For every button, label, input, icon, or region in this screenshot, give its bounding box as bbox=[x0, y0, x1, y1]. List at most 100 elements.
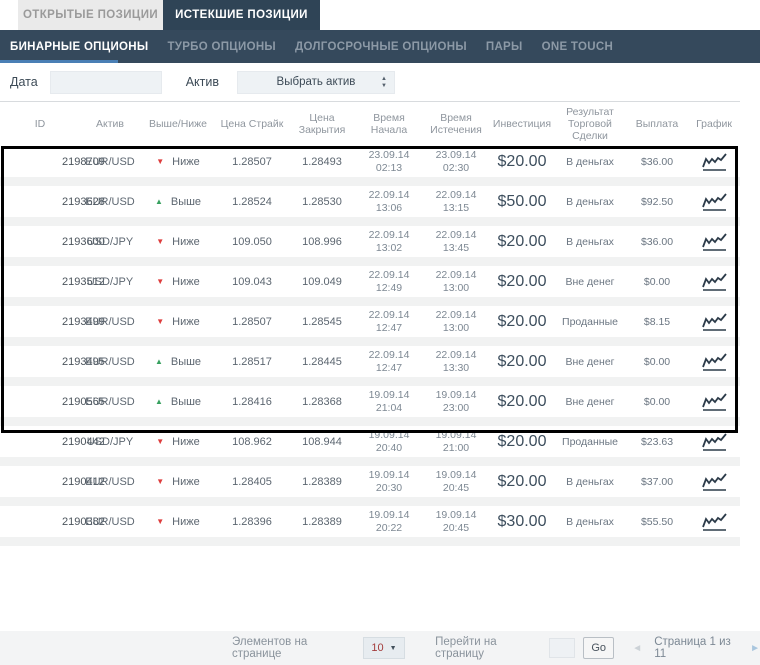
cell-start-time: 19.09.14 20:22 bbox=[356, 509, 422, 535]
cell-id: 2190442 bbox=[62, 435, 105, 448]
cell-direction: ▲ Выше bbox=[140, 196, 216, 208]
direction-icon: ▼ bbox=[156, 436, 165, 446]
next-page-icon[interactable]: ► bbox=[750, 642, 760, 654]
cell-payout: $23.63 bbox=[640, 435, 674, 448]
go-button[interactable]: Go bbox=[583, 637, 615, 659]
direction-label: Выше bbox=[170, 395, 202, 408]
table-row: 2198709 EUR/USD ▼ Ниже 1.28507 1.28493 2… bbox=[0, 146, 740, 186]
nav-item-binary-options[interactable]: БИНАРНЫЕ ОПЦИОНЫ bbox=[10, 40, 149, 53]
table-row: 2193600 USD/JPY ▼ Ниже 109.050 108.996 2… bbox=[0, 226, 740, 266]
cell-start-time: 19.09.14 20:30 bbox=[356, 469, 422, 495]
cell-strike: 109.043 bbox=[232, 275, 272, 288]
cell-close: 1.28445 bbox=[302, 355, 342, 368]
expiry-time: 13:00 bbox=[442, 321, 470, 334]
cell-investment: $30.00 bbox=[497, 512, 547, 530]
expiry-date: 22.09.14 bbox=[435, 188, 477, 201]
cell-asset: EUR/USD bbox=[85, 355, 135, 368]
cell-result: В деньгах bbox=[566, 515, 614, 528]
cell-expiry-time: 19.09.14 21:00 bbox=[422, 429, 490, 455]
table-row: 2190442 USD/JPY ▼ Ниже 108.962 108.944 1… bbox=[0, 426, 740, 466]
cell-chart bbox=[688, 152, 740, 171]
chart-icon[interactable] bbox=[701, 512, 728, 531]
cell-start-time: 22.09.14 13:02 bbox=[356, 229, 422, 255]
start-time: 12:49 bbox=[375, 281, 403, 294]
start-time: 20:22 bbox=[375, 521, 403, 534]
chart-icon[interactable] bbox=[701, 312, 728, 331]
cell-investment: $20.00 bbox=[497, 312, 547, 330]
chart-icon[interactable] bbox=[701, 432, 728, 451]
chart-icon[interactable] bbox=[701, 472, 728, 491]
cell-asset: EUR/USD bbox=[85, 395, 135, 408]
direction-label: Ниже bbox=[172, 275, 200, 288]
page-size-select[interactable]: 10 ▼ bbox=[362, 637, 406, 659]
cell-chart bbox=[688, 232, 740, 251]
cell-chart bbox=[688, 392, 740, 411]
cell-payout: $55.50 bbox=[640, 515, 674, 528]
table-row: 2193499 EUR/USD ▼ Ниже 1.28507 1.28545 2… bbox=[0, 306, 740, 346]
col-header-result: Результат Торговой Сделки bbox=[566, 106, 614, 142]
cell-close: 1.28368 bbox=[302, 395, 342, 408]
table-header: ID Актив Выше/Ниже Цена Страйк Цена Закр… bbox=[0, 101, 740, 146]
cell-strike: 1.28517 bbox=[232, 355, 272, 368]
expiry-time: 21:00 bbox=[442, 441, 470, 454]
filter-bar: Дата Актив Выбрать актив ▲ ▼ bbox=[0, 63, 760, 101]
direction-label: Ниже bbox=[172, 475, 200, 488]
expiry-time: 23:00 bbox=[442, 401, 470, 414]
goto-page-label: Перейти на страницу bbox=[435, 636, 497, 660]
cell-chart bbox=[688, 192, 740, 211]
start-date: 22.09.14 bbox=[368, 188, 410, 201]
table-row: 2190412 EUR/USD ▼ Ниже 1.28405 1.28389 1… bbox=[0, 466, 740, 506]
direction-icon: ▲ bbox=[154, 356, 163, 366]
cell-result: Проданные bbox=[562, 315, 618, 328]
expiry-date: 19.09.14 bbox=[435, 388, 477, 401]
cell-expiry-time: 22.09.14 13:30 bbox=[422, 349, 490, 375]
cell-asset: EUR/USD bbox=[85, 315, 135, 328]
chart-icon[interactable] bbox=[701, 192, 728, 211]
cell-payout: $8.15 bbox=[643, 315, 671, 328]
direction-label: Ниже bbox=[172, 235, 200, 248]
start-date: 19.09.14 bbox=[368, 468, 410, 481]
tab-bar: ОТКРЫТЫЕ ПОЗИЦИИ ИСТЕКШИЕ ПОЗИЦИИ bbox=[0, 0, 760, 30]
cell-result: Вне денег bbox=[565, 275, 615, 288]
goto-page-input[interactable] bbox=[549, 638, 576, 658]
active-nav-underline bbox=[0, 60, 118, 63]
nav-item-turbo-options[interactable]: ТУРБО ОПЦИОНЫ bbox=[167, 40, 276, 53]
sort-up-icon: ▲ bbox=[381, 75, 387, 82]
nav-item-pairs[interactable]: ПАРЫ bbox=[485, 40, 523, 53]
prev-page-icon[interactable]: ◄ bbox=[632, 642, 643, 654]
asset-filter-select[interactable]: Выбрать актив ▲ ▼ bbox=[236, 70, 395, 94]
cell-investment: $20.00 bbox=[497, 152, 547, 170]
tab-open-positions[interactable]: ОТКРЫТЫЕ ПОЗИЦИИ bbox=[18, 0, 163, 30]
direction-icon: ▼ bbox=[156, 276, 165, 286]
cell-close: 108.944 bbox=[302, 435, 342, 448]
col-header-expiry-time: Время Истечения bbox=[430, 112, 482, 136]
col-header-direction: Выше/Ниже bbox=[148, 118, 208, 130]
chart-icon[interactable] bbox=[701, 392, 728, 411]
cell-expiry-time: 22.09.14 13:00 bbox=[422, 269, 490, 295]
chart-icon[interactable] bbox=[701, 232, 728, 251]
cell-start-time: 19.09.14 21:04 bbox=[356, 389, 422, 415]
start-date: 19.09.14 bbox=[368, 508, 410, 521]
date-filter-input[interactable] bbox=[49, 70, 162, 94]
chart-icon[interactable] bbox=[701, 272, 728, 291]
page-indicator: Страница 1 из 11 bbox=[654, 636, 731, 660]
direction-label: Ниже bbox=[172, 435, 200, 448]
cell-asset: USD/JPY bbox=[86, 435, 134, 448]
cell-close: 1.28493 bbox=[302, 155, 342, 168]
cell-chart bbox=[688, 312, 740, 331]
cell-strike: 1.28507 bbox=[232, 155, 272, 168]
pagination-footer: Элементов на странице 10 ▼ Перейти на ст… bbox=[0, 631, 760, 665]
chart-icon[interactable] bbox=[701, 352, 728, 371]
table-row: 2193495 EUR/USD ▲ Выше 1.28517 1.28445 2… bbox=[0, 346, 740, 386]
nav-item-longterm-options[interactable]: ДОЛГОСРОЧНЫЕ ОПЦИОНЫ bbox=[294, 40, 467, 53]
chart-icon[interactable] bbox=[701, 152, 728, 171]
direction-icon: ▼ bbox=[156, 516, 165, 526]
direction-label: Выше bbox=[170, 195, 202, 208]
tab-expired-positions[interactable]: ИСТЕКШИЕ ПОЗИЦИИ bbox=[163, 0, 320, 30]
nav-item-one-touch[interactable]: ONE TOUCH bbox=[541, 40, 614, 53]
expiry-time: 20:45 bbox=[442, 481, 470, 494]
cell-expiry-time: 22.09.14 13:45 bbox=[422, 229, 490, 255]
cell-direction: ▼ Ниже bbox=[140, 236, 216, 248]
cell-direction: ▼ Ниже bbox=[140, 436, 216, 448]
cell-chart bbox=[688, 472, 740, 491]
